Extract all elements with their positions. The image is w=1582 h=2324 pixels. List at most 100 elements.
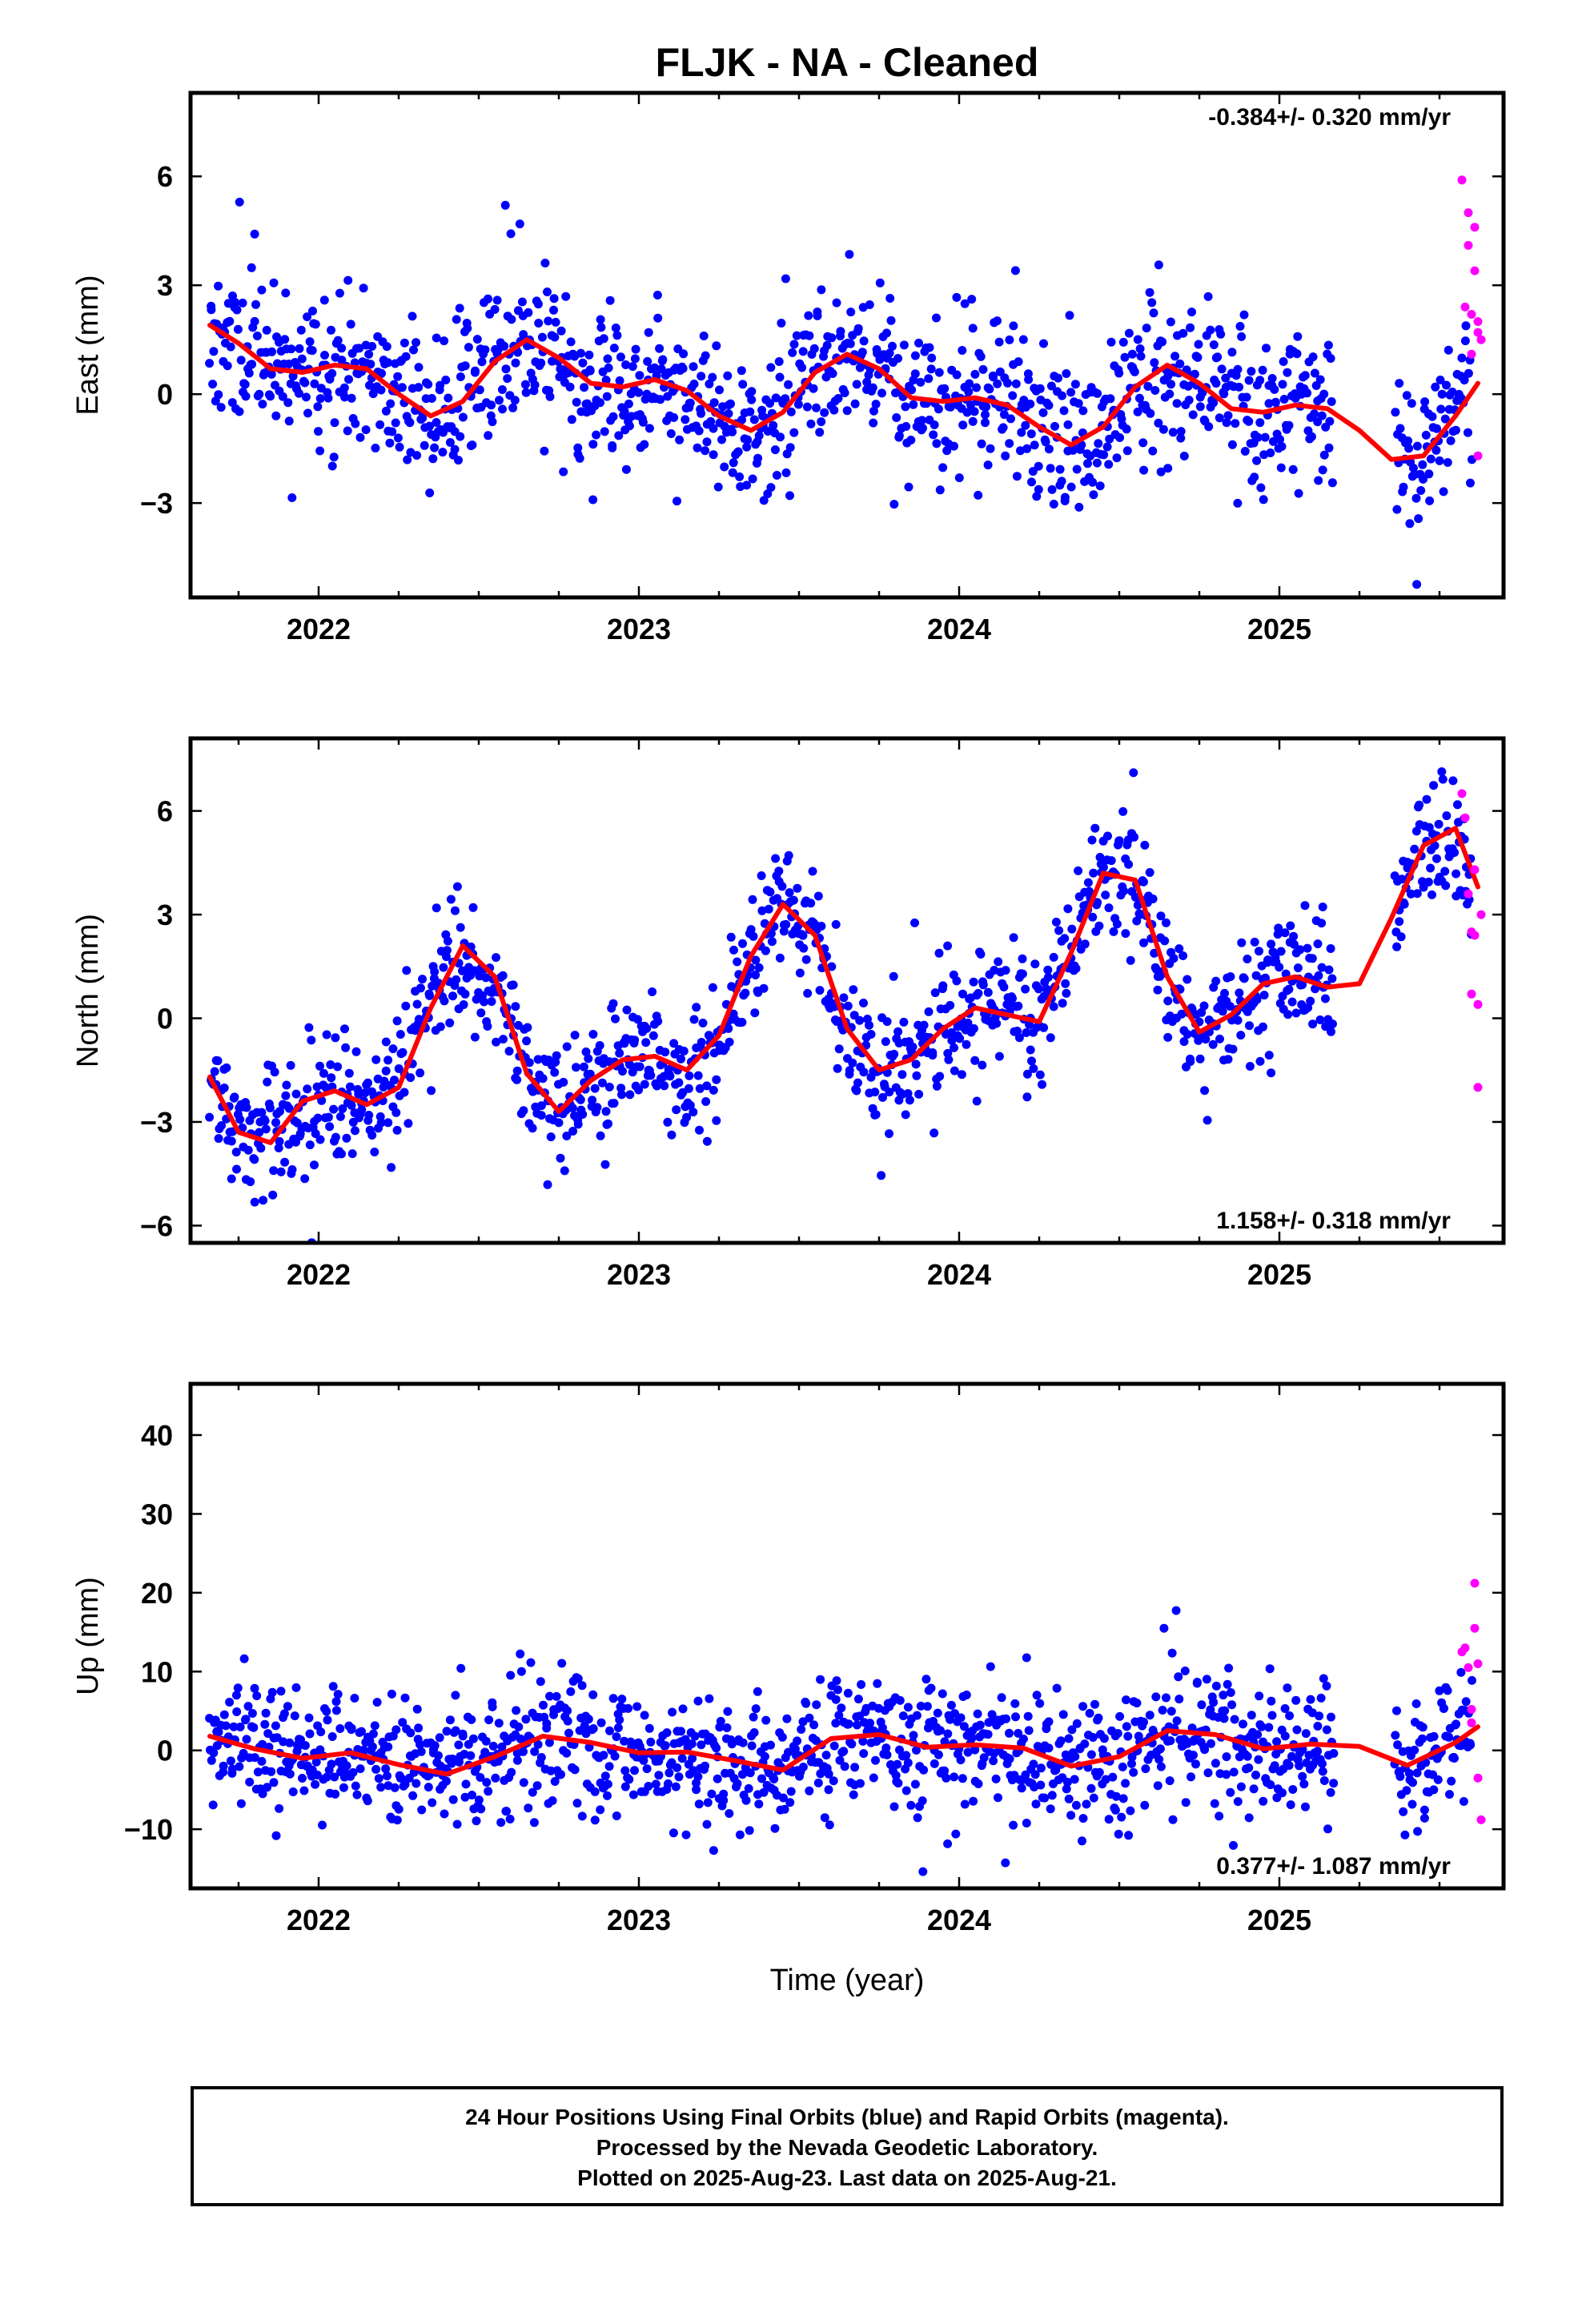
- final-point: [528, 1124, 537, 1133]
- final-point: [909, 400, 918, 409]
- rapid-point: [1467, 349, 1476, 359]
- final-point: [1427, 412, 1437, 421]
- final-point: [209, 347, 219, 356]
- final-point: [521, 388, 531, 397]
- final-point: [709, 1846, 718, 1856]
- final-point: [805, 1713, 814, 1723]
- final-point: [1138, 438, 1148, 448]
- final-point: [1416, 486, 1426, 495]
- final-point: [897, 1070, 907, 1080]
- final-point: [802, 402, 812, 412]
- final-point: [588, 440, 598, 449]
- final-point: [1090, 823, 1100, 833]
- final-point: [1175, 359, 1185, 368]
- final-point: [1089, 1793, 1098, 1803]
- final-point: [615, 1048, 624, 1058]
- figure-title: FLJK - NA - Cleaned: [656, 40, 1039, 85]
- final-point: [536, 1677, 545, 1687]
- rapid-point: [1473, 328, 1483, 337]
- final-point: [857, 1680, 866, 1689]
- final-point: [1176, 427, 1186, 436]
- final-point: [692, 1785, 701, 1795]
- final-point: [303, 408, 312, 418]
- final-point: [577, 1811, 587, 1821]
- final-point: [919, 1765, 929, 1775]
- final-point: [298, 1774, 307, 1783]
- final-point: [853, 1078, 862, 1088]
- final-point: [1170, 352, 1180, 361]
- final-point: [588, 1096, 597, 1105]
- final-point: [505, 1815, 515, 1823]
- final-point: [1154, 1755, 1164, 1764]
- final-point: [717, 435, 726, 444]
- final-point: [1298, 980, 1307, 990]
- final-point: [416, 1747, 426, 1756]
- final-point: [1413, 1827, 1423, 1836]
- final-point: [1118, 337, 1128, 347]
- final-point: [1035, 384, 1045, 393]
- caption-line-1: 24 Hour Positions Using Final Orbits (bl…: [465, 2105, 1229, 2129]
- final-point: [1127, 1759, 1136, 1768]
- final-point: [284, 1104, 294, 1113]
- rate-label: 1.158+/- 0.318 mm/yr: [1216, 1208, 1451, 1234]
- final-point: [1326, 1787, 1335, 1797]
- final-point: [258, 400, 267, 409]
- final-point: [871, 1755, 880, 1765]
- final-point: [916, 377, 926, 387]
- final-point: [886, 316, 896, 325]
- final-point: [1395, 424, 1405, 433]
- final-point: [1014, 357, 1023, 367]
- final-point: [291, 1089, 301, 1099]
- final-point: [1236, 1031, 1246, 1040]
- final-point: [1280, 1704, 1290, 1713]
- final-point: [1419, 474, 1428, 484]
- final-point: [502, 1807, 512, 1816]
- final-point: [1112, 919, 1122, 929]
- y-axis-label: North (mm): [71, 914, 105, 1068]
- final-point: [1207, 1739, 1215, 1748]
- final-point: [1275, 435, 1284, 444]
- final-point: [812, 1700, 821, 1710]
- final-point: [912, 1071, 921, 1080]
- rate-label: 0.377+/- 1.087 mm/yr: [1216, 1853, 1451, 1880]
- final-point: [749, 415, 759, 424]
- final-point: [938, 1689, 947, 1699]
- final-point: [1210, 1799, 1219, 1808]
- final-point: [305, 1729, 315, 1739]
- final-point: [893, 1779, 903, 1788]
- final-point: [246, 1177, 255, 1187]
- final-point: [1227, 348, 1237, 357]
- final-point: [779, 927, 789, 936]
- final-point: [568, 1104, 577, 1113]
- final-point: [341, 1043, 351, 1052]
- final-point: [1135, 344, 1145, 353]
- final-point: [979, 1753, 989, 1763]
- final-point: [1243, 1751, 1252, 1761]
- final-point: [327, 368, 337, 378]
- final-point: [963, 1018, 973, 1027]
- final-point: [522, 1036, 532, 1046]
- final-point: [868, 383, 877, 392]
- final-point: [320, 351, 329, 360]
- final-point: [1318, 903, 1327, 911]
- final-point: [667, 1130, 677, 1140]
- final-point: [951, 1829, 961, 1839]
- final-point: [318, 1820, 327, 1830]
- final-point: [1256, 483, 1266, 493]
- final-point: [559, 1077, 568, 1087]
- final-point: [1223, 411, 1233, 420]
- final-point: [940, 1766, 950, 1775]
- final-point: [824, 1769, 833, 1779]
- final-point: [508, 403, 518, 412]
- final-point: [1438, 774, 1447, 784]
- final-point: [853, 1695, 863, 1704]
- final-point: [1404, 1769, 1414, 1778]
- final-point: [235, 407, 244, 416]
- final-point: [1258, 365, 1267, 375]
- final-point: [500, 200, 510, 210]
- final-point: [497, 1742, 507, 1751]
- final-point: [1306, 996, 1315, 1006]
- final-point: [1202, 1675, 1211, 1684]
- final-point: [1314, 476, 1323, 485]
- final-point: [557, 1659, 567, 1668]
